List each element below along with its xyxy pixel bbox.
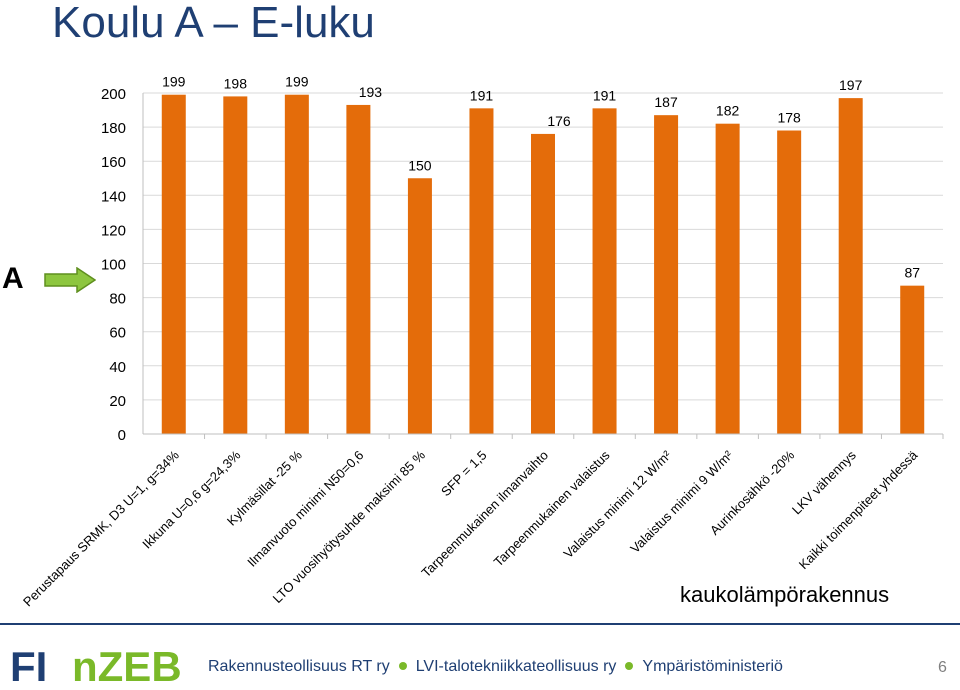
y-tick-label: 120 (101, 222, 126, 239)
y-tick-label: 200 (101, 86, 126, 103)
y-tick-label: 180 (101, 120, 126, 137)
y-tick-label: 60 (109, 325, 126, 342)
footer-divider (0, 623, 960, 625)
y-tick-label: 80 (109, 291, 126, 308)
y-tick-label: 40 (109, 359, 126, 376)
bar (407, 178, 432, 434)
data-label: 191 (470, 87, 494, 103)
right-arrow-icon (44, 267, 96, 293)
bars (161, 94, 925, 435)
data-label: 191 (593, 87, 617, 103)
page-number: 6 (938, 659, 947, 676)
bar (223, 96, 248, 434)
logo-text-nzeb: nZEB (72, 643, 182, 689)
x-tick-label: Valaistus minimi 9 W/m² (627, 447, 736, 556)
y-tick-label: 160 (101, 154, 126, 171)
footer-organizations: Rakennusteollisuus RT ry LVI-talotekniikk… (208, 658, 783, 676)
bullet-dot (625, 661, 634, 670)
data-labels: 199 198 199 193 150 191 176 191 187 182 178 197 87 (162, 74, 920, 281)
data-label: 199 (162, 74, 186, 90)
bullet-dot (398, 661, 407, 670)
bar (469, 108, 494, 434)
data-label: 176 (547, 113, 571, 129)
finzeb-logo: FI nZEB (10, 643, 182, 689)
bar (346, 104, 371, 434)
energy-class-label: A (2, 262, 24, 295)
data-label: 87 (904, 265, 920, 281)
logo-text-fi: FI (10, 643, 47, 689)
bar (900, 285, 925, 434)
x-tick-label: Kaikki toimenpiteet yhdessä (796, 447, 921, 572)
data-label: 178 (777, 110, 801, 126)
x-tick-label: Valaistus minimi 12 W/m² (561, 447, 675, 561)
bar (838, 98, 863, 435)
bar (531, 133, 555, 435)
y-tick-label: 0 (118, 427, 126, 444)
bar (715, 123, 740, 434)
data-label: 198 (224, 75, 248, 91)
org-rt: Rakennusteollisuus RT ry (208, 658, 390, 675)
bar (654, 115, 679, 434)
data-label: 150 (408, 157, 432, 173)
x-tick-label: LKV vähennys (789, 447, 859, 517)
data-label: 197 (839, 77, 863, 93)
x-tick-label: SFP = 1,5 (438, 448, 490, 500)
bar (777, 130, 802, 434)
org-lvi: LVI-talotekniikkateollisuus ry (415, 658, 617, 675)
data-label: 182 (716, 103, 740, 119)
bar (284, 94, 309, 434)
data-label: 187 (654, 94, 678, 110)
y-tick-label: 20 (109, 393, 126, 410)
data-label: 199 (285, 74, 309, 90)
data-label: 193 (359, 84, 383, 100)
x-tick-label: Ilmanvuoto minimi N50=0,6 (244, 448, 366, 570)
page-title: Koulu A – E-luku (52, 0, 375, 47)
x-tick-label: Tarpeenmukainen valaistus (491, 447, 613, 569)
y-tick-label: 100 (101, 257, 126, 274)
bar (592, 108, 617, 434)
building-type-note: kaukolämpörakennus (680, 582, 890, 607)
y-tick-label: 140 (101, 188, 126, 205)
bar (161, 94, 186, 434)
x-tick-label: Tarpeenmukainen ilmanvaihto (418, 448, 551, 581)
org-ministry: Ympäristöministeriö (642, 658, 783, 675)
